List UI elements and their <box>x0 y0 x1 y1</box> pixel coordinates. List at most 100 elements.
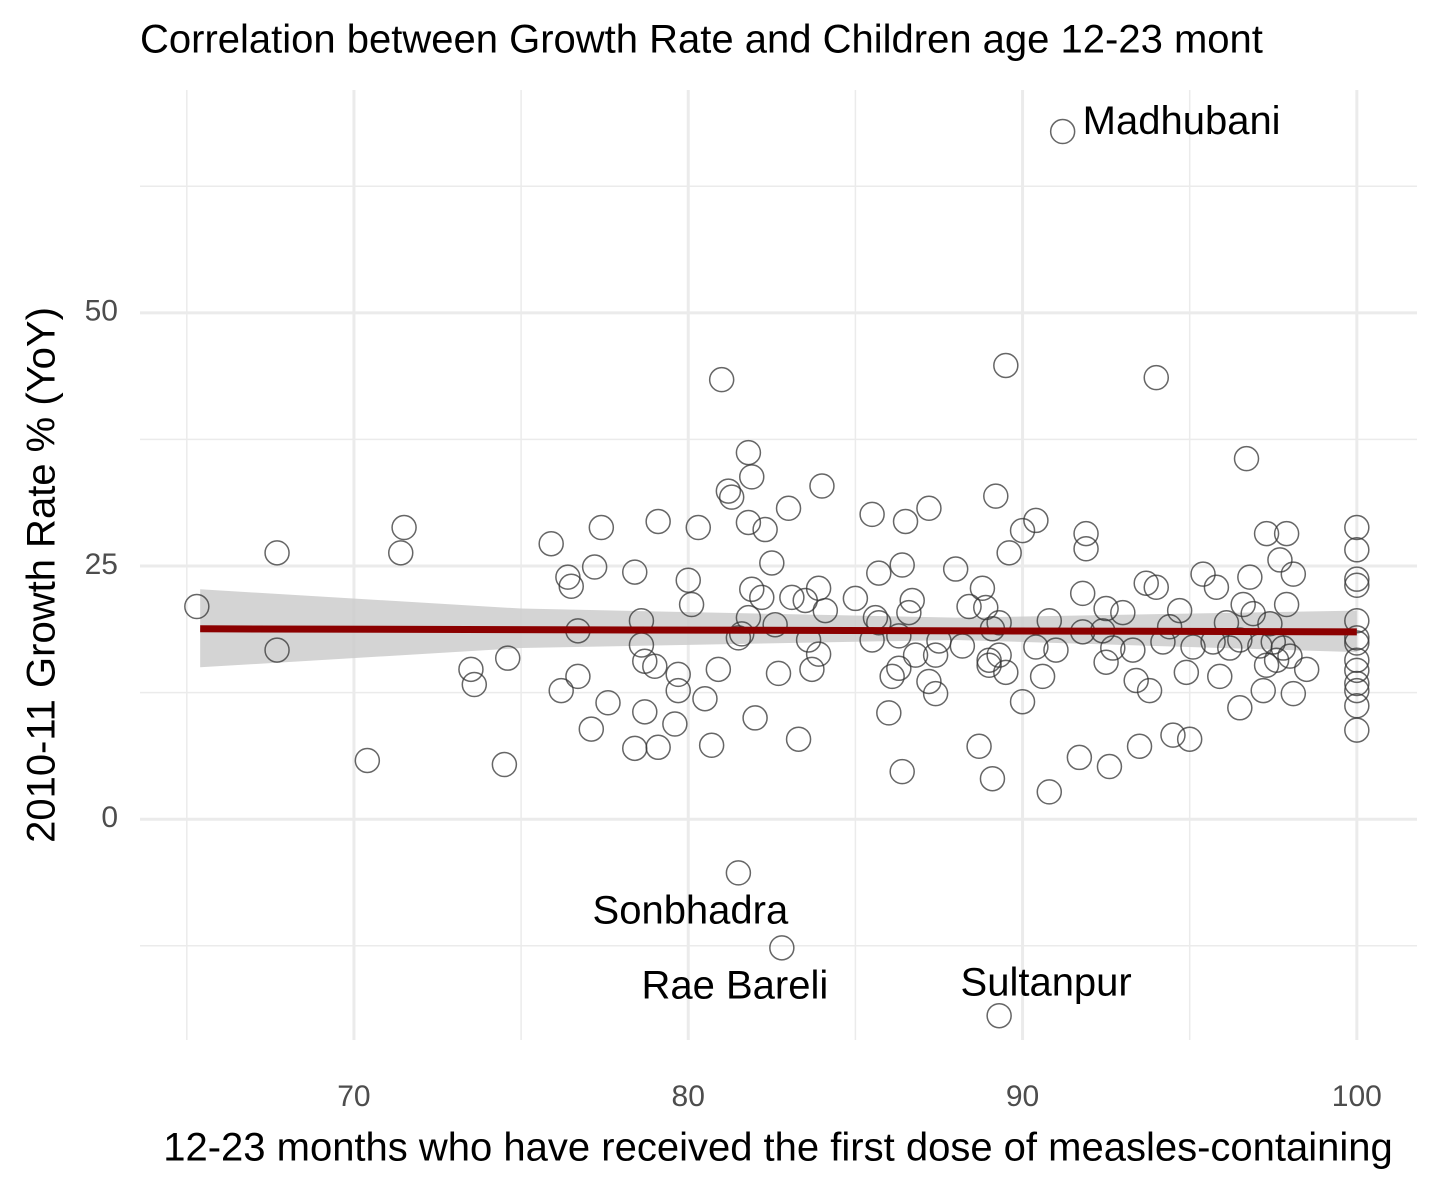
point <box>1277 643 1303 669</box>
point <box>986 642 1012 668</box>
point <box>1240 600 1266 627</box>
point <box>1233 445 1260 472</box>
point <box>979 765 1006 792</box>
point <box>1110 599 1136 626</box>
point <box>742 705 768 731</box>
point <box>1049 118 1076 145</box>
annotation: Madhubani <box>1083 99 1281 143</box>
point <box>1066 744 1093 771</box>
point <box>1073 536 1099 562</box>
point <box>889 758 915 785</box>
point <box>976 647 1002 673</box>
point <box>1100 635 1126 661</box>
point <box>1227 695 1253 721</box>
point <box>387 540 414 566</box>
point <box>728 621 755 647</box>
point <box>718 484 745 510</box>
point <box>739 464 765 490</box>
point <box>809 473 835 499</box>
point <box>1160 722 1186 748</box>
point <box>1344 572 1370 599</box>
point <box>956 593 982 620</box>
point <box>879 663 905 690</box>
point <box>632 699 658 725</box>
point <box>538 530 564 557</box>
point <box>705 656 732 683</box>
point <box>1253 520 1280 547</box>
point <box>1136 677 1163 704</box>
point <box>1123 667 1149 694</box>
chart-title: Correlation between Growth Rate and Chil… <box>140 18 1263 62</box>
point <box>1344 717 1370 743</box>
point <box>1176 726 1203 752</box>
x-tick-label: 70 <box>337 1080 370 1113</box>
point <box>645 734 671 761</box>
point <box>698 732 725 759</box>
point <box>491 751 518 778</box>
point <box>622 735 648 762</box>
point <box>1344 677 1370 704</box>
point <box>1180 634 1206 660</box>
point <box>902 642 929 668</box>
point <box>735 439 762 466</box>
point <box>622 559 648 585</box>
annotation: Sultanpur <box>961 960 1132 1004</box>
point <box>922 680 949 707</box>
point <box>1263 647 1290 673</box>
point <box>685 514 712 541</box>
point <box>779 584 805 611</box>
point <box>1344 670 1370 697</box>
point <box>762 612 788 638</box>
point <box>765 660 792 687</box>
point <box>799 656 825 683</box>
point <box>1344 566 1370 592</box>
point <box>866 560 892 586</box>
y-tick-label: 25 <box>85 548 118 581</box>
point <box>1250 677 1276 704</box>
point <box>494 645 521 671</box>
point <box>595 689 621 716</box>
point <box>886 655 912 682</box>
point <box>558 573 584 600</box>
point <box>1093 595 1119 622</box>
point <box>1073 520 1099 547</box>
point <box>922 642 949 668</box>
point <box>1166 597 1193 624</box>
point <box>581 554 608 580</box>
point <box>708 366 735 393</box>
point <box>1093 649 1119 675</box>
point <box>1126 733 1153 760</box>
point <box>548 677 574 704</box>
point <box>769 935 795 961</box>
point <box>896 599 922 626</box>
annotation: Sonbhadra <box>593 888 789 932</box>
annotation: Rae Bareli <box>641 963 828 1007</box>
point <box>578 716 605 742</box>
point <box>1023 507 1049 534</box>
point <box>1133 570 1159 596</box>
point <box>735 509 762 536</box>
point <box>1009 517 1036 544</box>
point <box>1203 574 1230 601</box>
point <box>775 495 802 522</box>
point <box>665 677 691 704</box>
point <box>1029 663 1056 690</box>
point <box>842 585 869 612</box>
point <box>1344 537 1370 563</box>
point <box>886 623 912 649</box>
point <box>1257 610 1283 637</box>
point <box>1143 364 1170 391</box>
point <box>1069 580 1096 607</box>
point <box>966 733 992 760</box>
point <box>986 1002 1012 1029</box>
point <box>892 508 919 535</box>
point <box>866 609 892 636</box>
point <box>642 653 668 680</box>
point <box>739 576 765 603</box>
point <box>1344 625 1370 651</box>
point <box>1023 634 1049 660</box>
point <box>916 668 942 695</box>
point <box>1270 635 1297 661</box>
y-axis-label: 2010-11 Growth Rate % (YoY) <box>20 307 64 843</box>
